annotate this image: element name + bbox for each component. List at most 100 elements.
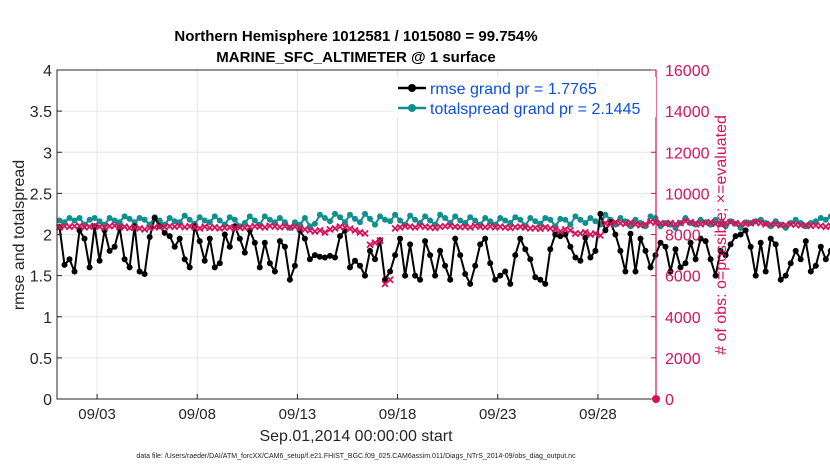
totalspread-point	[647, 213, 654, 220]
rmse-point	[121, 256, 128, 263]
rmse-point	[627, 230, 634, 237]
rmse-point	[397, 235, 404, 242]
obs-evaluated-point	[196, 224, 204, 232]
y-left-tick-label: 2.5	[30, 186, 52, 203]
obs-evaluated-point	[431, 224, 439, 232]
obs-evaluated-point	[536, 225, 544, 233]
obs-evaluated-point	[581, 228, 590, 237]
totalspread-point	[632, 216, 639, 223]
rmse-point	[737, 231, 744, 238]
obs-evaluated-point	[356, 228, 364, 237]
obs-evaluated-point	[757, 219, 765, 227]
obs-evaluated-point	[566, 226, 574, 235]
rmse-point	[747, 243, 754, 250]
series-obs_evaluated	[55, 217, 830, 288]
rmse-point	[271, 268, 278, 275]
rmse-point	[206, 235, 213, 242]
rmse-point	[226, 243, 233, 250]
totalspread-point	[377, 213, 383, 220]
obs-evaluated-point	[296, 224, 304, 232]
rmse-point	[532, 274, 539, 281]
totalspread-point	[316, 211, 323, 218]
rmse-point	[487, 260, 494, 267]
rmse-point	[211, 264, 218, 271]
y-right-tick-label: 8000	[665, 228, 701, 245]
obs-evaluated-point	[611, 218, 620, 226]
rmse-point	[447, 276, 454, 283]
obs-evaluated-point	[351, 226, 359, 235]
totalspread-point	[692, 221, 699, 228]
rmse-point	[592, 247, 599, 254]
totalspread-point	[407, 212, 414, 219]
rmse-point	[677, 264, 684, 271]
totalspread-point	[367, 215, 373, 222]
rmse-point	[412, 272, 419, 279]
rmse-point	[792, 247, 799, 254]
totalspread-point	[231, 216, 238, 223]
rmse-point	[266, 260, 273, 267]
totalspread-point	[216, 217, 223, 224]
rmse-point	[332, 254, 338, 261]
rmse-point	[732, 233, 739, 240]
y-axis-left: 0 0.5 1 1.5 2 2.5 3 3.5 4	[30, 63, 62, 409]
totalspread-point	[181, 212, 188, 219]
obs-evaluated-point	[346, 225, 354, 233]
obs-evaluated-point	[331, 224, 339, 232]
totalspread-point	[567, 221, 574, 228]
rmse-point	[547, 246, 554, 253]
obs-evaluated-point	[316, 226, 324, 235]
rmse-point	[692, 256, 699, 263]
totalspread-point	[131, 219, 138, 226]
rmse-point	[722, 252, 729, 259]
totalspread-point	[71, 217, 78, 224]
chart-title-line1: Northern Hemisphere 1012581 / 1015080 = …	[174, 28, 537, 45]
obs-evaluated-point	[681, 217, 690, 225]
grid-lines	[57, 69, 656, 400]
rmse-point	[241, 249, 248, 256]
totalspread-point	[246, 213, 253, 220]
rmse-point	[472, 262, 479, 269]
rmse-point	[291, 262, 298, 269]
totalspread-point	[557, 215, 564, 222]
obs-evaluated-point	[75, 222, 84, 230]
totalspread-point	[91, 215, 98, 221]
totalspread-point	[457, 217, 464, 224]
totalspread-point	[332, 210, 338, 217]
rmse-point	[562, 231, 569, 238]
obs-evaluated-point	[211, 223, 219, 231]
rmse-point	[261, 239, 268, 246]
rmse-point	[146, 234, 153, 240]
rmse-point	[782, 272, 789, 279]
obs-evaluated-point	[341, 223, 349, 231]
rmse-point	[612, 231, 619, 238]
obs-evaluated-point	[726, 218, 735, 226]
rmse-point	[442, 262, 449, 269]
y-right-tick-label: 16000	[665, 63, 710, 80]
totalspread-point	[537, 220, 544, 227]
rmse-point	[617, 247, 624, 254]
legend-rmse-marker	[408, 84, 416, 92]
rmse-point	[337, 233, 343, 240]
totalspread-point	[697, 216, 704, 223]
rmse-point	[727, 241, 734, 248]
x-tick-label: 09/18	[379, 406, 417, 423]
totalspread-point	[587, 215, 594, 221]
totalspread-point	[592, 218, 599, 225]
totalspread-point	[507, 220, 514, 226]
rmse-point	[181, 256, 188, 263]
obs-evaluated-point	[411, 223, 419, 231]
rmse-point	[757, 239, 764, 246]
obs-evaluated-point	[391, 224, 399, 232]
obs-evaluated-point	[306, 226, 314, 235]
obs-evaluated-point	[541, 223, 549, 231]
obs-evaluated-point	[696, 220, 705, 228]
rmse-point	[136, 268, 143, 275]
obs-evaluated-point	[706, 218, 715, 226]
obs-evaluated-point	[95, 223, 104, 231]
totalspread-point	[347, 211, 353, 218]
totalspread-point	[276, 215, 283, 221]
rmse-point	[787, 260, 794, 267]
y-right-tick-label: 6000	[665, 269, 701, 286]
rmse-point	[362, 272, 368, 279]
